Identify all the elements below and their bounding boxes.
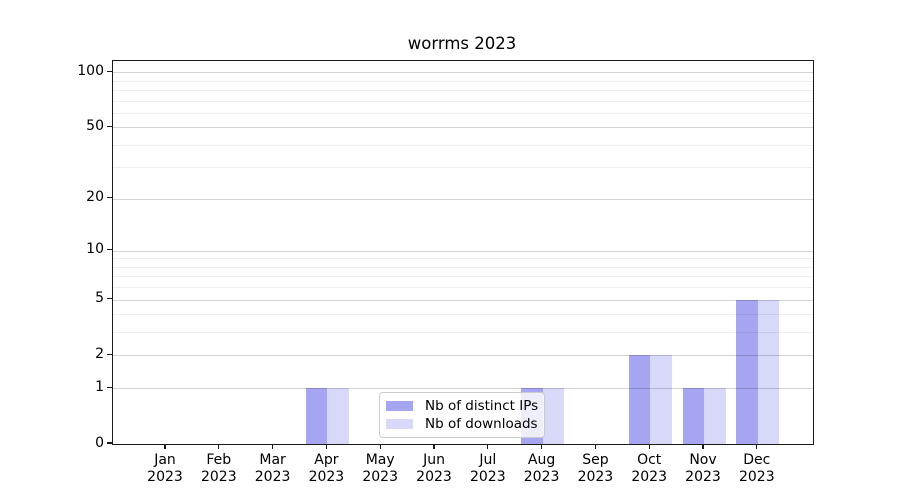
legend-item-distinct-ips: Nb of distinct IPs	[386, 397, 539, 415]
bar-nb-of-downloads-oct	[650, 355, 672, 444]
x-tick-mark	[164, 444, 166, 449]
y-tick-label: 0	[95, 434, 104, 451]
x-tick-mark	[702, 444, 704, 449]
bar-nb-of-distinct-ips-dec	[736, 299, 758, 444]
x-tick-label: Jun 2023	[416, 452, 452, 485]
y-tick-mark	[107, 442, 112, 444]
x-tick-mark	[272, 444, 274, 449]
x-tick-label: Apr 2023	[308, 452, 345, 485]
legend-swatch-downloads	[386, 419, 413, 429]
bar-nb-of-downloads-nov	[704, 388, 726, 444]
bars-layer	[113, 61, 813, 444]
y-tick-label: 2	[95, 345, 104, 362]
bar-nb-of-distinct-ips-oct	[628, 355, 651, 444]
y-tick-mark	[107, 125, 112, 127]
x-tick-mark	[756, 444, 758, 449]
x-tick-label: Mar 2023	[254, 452, 291, 485]
x-tick-label: Jul 2023	[469, 452, 506, 485]
y-tick-mark	[107, 197, 112, 199]
y-tick-mark	[107, 249, 112, 251]
x-tick-mark	[541, 444, 543, 449]
y-tick-label: 20	[86, 189, 104, 206]
y-tick-label: 50	[86, 117, 104, 134]
x-tick-label: Nov 2023	[685, 452, 721, 485]
x-tick-mark	[487, 444, 489, 449]
x-tick-mark	[218, 444, 220, 449]
chart-title: worrms 2023	[407, 34, 517, 53]
chart-legend: Nb of distinct IPs Nb of downloads	[379, 392, 545, 438]
y-tick-mark	[107, 298, 112, 300]
legend-label-distinct-ips: Nb of distinct IPs	[425, 398, 539, 414]
bar-nb-of-distinct-ips-nov	[682, 388, 704, 444]
y-tick-label: 10	[86, 241, 104, 258]
bar-nb-of-downloads-aug	[542, 388, 565, 444]
bar-nb-of-downloads-apr	[327, 388, 349, 444]
y-tick-mark	[107, 70, 112, 72]
x-tick-label: Sep 2023	[577, 452, 614, 485]
legend-item-downloads: Nb of downloads	[386, 415, 538, 433]
x-tick-mark	[325, 444, 327, 449]
y-tick-label: 5	[95, 290, 104, 307]
plot-area: Nb of distinct IPs Nb of downloads	[112, 60, 814, 445]
x-tick-mark	[648, 444, 650, 449]
x-tick-mark	[594, 444, 596, 449]
x-tick-label: May 2023	[362, 452, 398, 485]
x-tick-mark	[433, 444, 435, 449]
x-tick-label: Dec 2023	[738, 452, 775, 485]
bar-nb-of-downloads-dec	[757, 299, 780, 444]
x-tick-label: Aug 2023	[523, 452, 560, 485]
x-tick-label: Jan 2023	[147, 452, 183, 485]
y-tick-label: 100	[77, 62, 104, 79]
y-tick-mark	[107, 386, 112, 388]
x-tick-mark	[379, 444, 381, 449]
legend-swatch-distinct-ips	[386, 401, 413, 411]
bar-nb-of-distinct-ips-apr	[305, 388, 328, 444]
legend-label-downloads: Nb of downloads	[425, 416, 538, 432]
y-tick-mark	[107, 353, 112, 356]
x-tick-label: Feb 2023	[200, 452, 237, 485]
x-tick-label: Oct 2023	[631, 452, 667, 485]
y-tick-label: 1	[95, 378, 104, 395]
